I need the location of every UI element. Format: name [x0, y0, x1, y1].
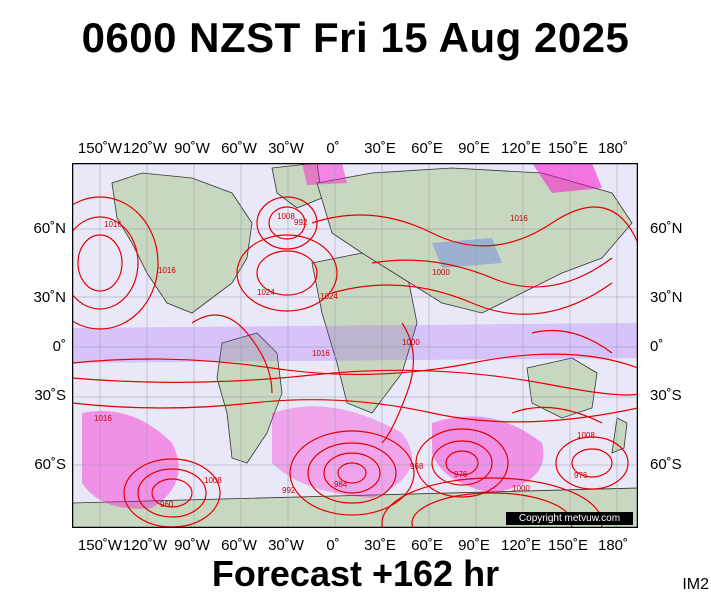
pressure-label: 976	[574, 471, 588, 480]
longitude-label-bottom: 90˚W	[174, 537, 210, 554]
image-code: IM2	[682, 576, 709, 593]
latitude-label-left: 60˚N	[33, 220, 66, 237]
forecast-hour-label: Forecast +162 hr	[211, 553, 500, 594]
pressure-label: 1008	[277, 212, 295, 221]
pressure-labels: 1016 1024 1008 1000 1016 1024 1016 1016 …	[94, 212, 595, 509]
pressure-label: 1000	[512, 484, 530, 493]
longitude-label-bottom: 120˚W	[122, 537, 168, 554]
pressure-label: 1024	[320, 292, 338, 301]
latitude-label-left: 0˚	[52, 338, 66, 355]
longitude-label-top: 30˚W	[268, 140, 304, 157]
pressure-label: 1008	[204, 476, 222, 485]
pressure-label: 992	[294, 218, 308, 227]
longitude-label-top: 180˚	[597, 140, 629, 157]
pressure-label: 968	[410, 462, 424, 471]
land-masses	[72, 163, 638, 528]
pressure-label: 1016	[312, 349, 330, 358]
latitude-label-right: 30˚N	[650, 289, 683, 306]
longitude-label-bottom: 0˚	[326, 537, 340, 554]
longitude-label-top: 90˚E	[458, 140, 490, 157]
latitude-label-right: 60˚S	[650, 456, 682, 473]
pressure-label: 1016	[104, 220, 122, 229]
map-title: 0600 NZST Fri 15 Aug 2025	[81, 14, 630, 61]
latitude-label-right: 0˚	[650, 338, 664, 355]
longitude-label-bottom: 60˚W	[221, 537, 257, 554]
copyright-notice: Copyright metvuw.com	[506, 512, 633, 525]
pressure-label: 1000	[432, 268, 450, 277]
longitude-label-top: 60˚E	[411, 140, 443, 157]
pressure-label: 976	[454, 470, 468, 479]
longitude-label-top: 150˚W	[77, 140, 123, 157]
pressure-label: 1016	[510, 214, 528, 223]
longitude-label-bottom: 120˚E	[500, 537, 542, 554]
pressure-label: 1016	[158, 266, 176, 275]
isobars	[72, 196, 638, 528]
pressure-label: 992	[282, 486, 296, 495]
longitude-label-bottom: 90˚E	[458, 537, 490, 554]
longitude-label-top: 120˚E	[500, 140, 542, 157]
longitude-label-top: 60˚W	[221, 140, 257, 157]
pressure-label: 1016	[94, 414, 112, 423]
pressure-label: 960	[160, 500, 174, 509]
latitude-label-left: 30˚S	[34, 387, 66, 404]
longitude-label-top: 150˚E	[547, 140, 589, 157]
longitude-label-bottom: 150˚E	[547, 537, 589, 554]
pressure-label: 984	[334, 480, 348, 489]
map-frame	[72, 163, 638, 528]
precipitation	[72, 163, 638, 509]
latitude-label-left: 60˚S	[34, 456, 66, 473]
longitude-label-top: 120˚W	[122, 140, 168, 157]
weather-map: 1016 1024 1008 1000 1016 1024 1016 1016 …	[72, 163, 638, 528]
latitude-label-right: 30˚S	[650, 387, 682, 404]
latitude-label-left: 30˚N	[33, 289, 66, 306]
pressure-label: 1000	[402, 338, 420, 347]
longitude-label-top: 30˚E	[364, 140, 396, 157]
longitude-label-bottom: 30˚W	[268, 537, 304, 554]
pressure-label: 1024	[257, 288, 275, 297]
latitude-label-right: 60˚N	[650, 220, 683, 237]
longitude-label-top: 90˚W	[174, 140, 210, 157]
longitude-label-top: 0˚	[326, 140, 340, 157]
graticule	[72, 163, 638, 528]
longitude-label-bottom: 150˚W	[77, 537, 123, 554]
longitude-label-bottom: 60˚E	[411, 537, 443, 554]
longitude-label-bottom: 30˚E	[364, 537, 396, 554]
pressure-label: 1008	[577, 431, 595, 440]
longitude-label-bottom: 180˚	[597, 537, 629, 554]
